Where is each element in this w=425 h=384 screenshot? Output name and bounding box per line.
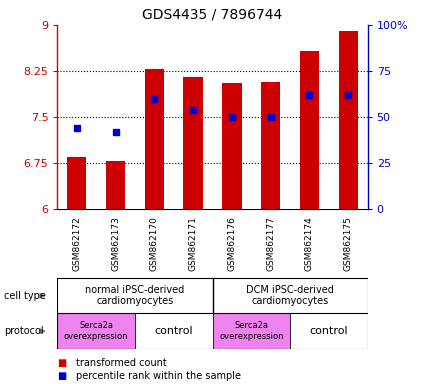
Text: transformed count: transformed count bbox=[76, 358, 167, 368]
Text: control: control bbox=[154, 326, 193, 336]
Text: ■: ■ bbox=[57, 358, 67, 368]
Text: GSM862173: GSM862173 bbox=[111, 217, 120, 271]
Text: ■: ■ bbox=[57, 371, 67, 381]
Text: GSM862170: GSM862170 bbox=[150, 217, 159, 271]
Bar bbox=[106, 161, 125, 209]
Bar bbox=[135, 313, 212, 349]
Text: GSM862176: GSM862176 bbox=[227, 217, 236, 271]
Text: protocol: protocol bbox=[4, 326, 44, 336]
Text: control: control bbox=[309, 326, 348, 336]
Bar bbox=[222, 83, 241, 209]
Bar bbox=[57, 313, 135, 349]
Text: GSM862174: GSM862174 bbox=[305, 217, 314, 271]
Bar bbox=[290, 313, 368, 349]
Bar bbox=[67, 157, 86, 209]
Bar bbox=[300, 51, 319, 209]
Text: cell type: cell type bbox=[4, 291, 46, 301]
Text: GSM862172: GSM862172 bbox=[72, 217, 81, 271]
Text: normal iPSC-derived
cardiomyocytes: normal iPSC-derived cardiomyocytes bbox=[85, 285, 184, 306]
Text: Serca2a
overexpression: Serca2a overexpression bbox=[219, 321, 283, 341]
Text: percentile rank within the sample: percentile rank within the sample bbox=[76, 371, 241, 381]
Bar bbox=[261, 82, 280, 209]
Bar bbox=[144, 69, 164, 209]
Text: Serca2a
overexpression: Serca2a overexpression bbox=[64, 321, 128, 341]
Text: GSM862171: GSM862171 bbox=[189, 217, 198, 271]
Text: GSM862175: GSM862175 bbox=[344, 217, 353, 271]
Bar bbox=[212, 313, 290, 349]
Text: DCM iPSC-derived
cardiomyocytes: DCM iPSC-derived cardiomyocytes bbox=[246, 285, 334, 306]
Bar bbox=[184, 77, 203, 209]
Text: GSM862177: GSM862177 bbox=[266, 217, 275, 271]
Bar bbox=[339, 31, 358, 209]
Title: GDS4435 / 7896744: GDS4435 / 7896744 bbox=[142, 7, 283, 21]
